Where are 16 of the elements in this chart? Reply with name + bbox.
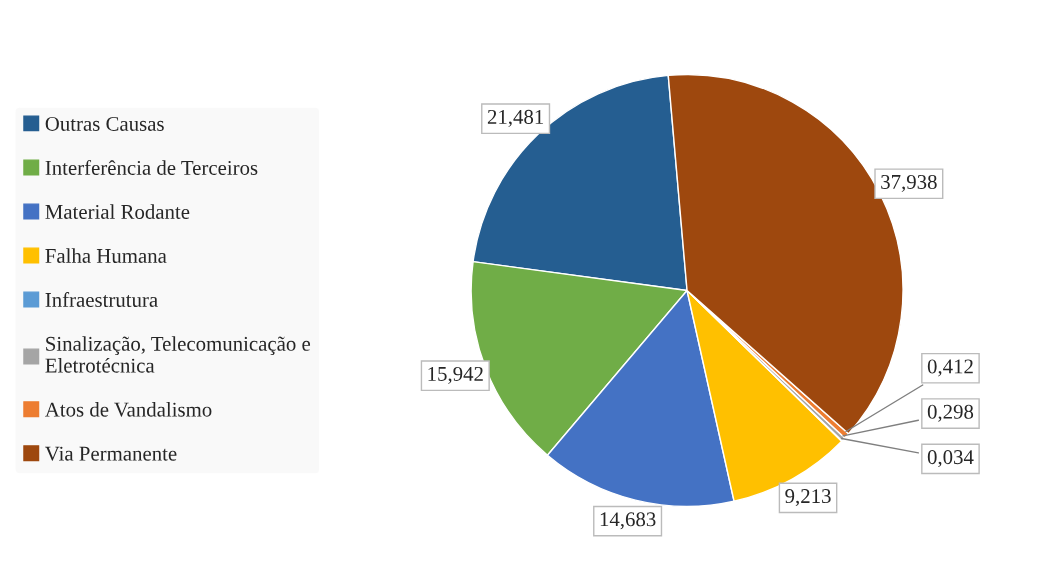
legend-label: Via Permanente	[45, 446, 177, 461]
legend-label: Interferência de Terceiros	[45, 160, 258, 175]
data-label: 9,213	[785, 489, 831, 507]
data-label: 21,481	[487, 109, 544, 127]
data-label: 0,412	[927, 359, 973, 377]
data-label: 14,683	[600, 512, 656, 530]
legend-label: Falha Humana	[45, 248, 167, 263]
legend-label: Material Rodante	[45, 204, 190, 219]
legend-label: Sinalização, Telecomunicação e Eletrotécnica	[45, 336, 311, 373]
data-label: 0,034	[927, 450, 974, 468]
legend-label: Outras Causas	[45, 116, 164, 131]
data-label: 0,298	[927, 404, 974, 422]
legend-label: Infraestrutura	[45, 292, 158, 307]
legend-label: Atos de Vandalismo	[44, 402, 212, 417]
data-label: 37,938	[881, 174, 937, 192]
data-label: 15,942	[428, 366, 483, 384]
